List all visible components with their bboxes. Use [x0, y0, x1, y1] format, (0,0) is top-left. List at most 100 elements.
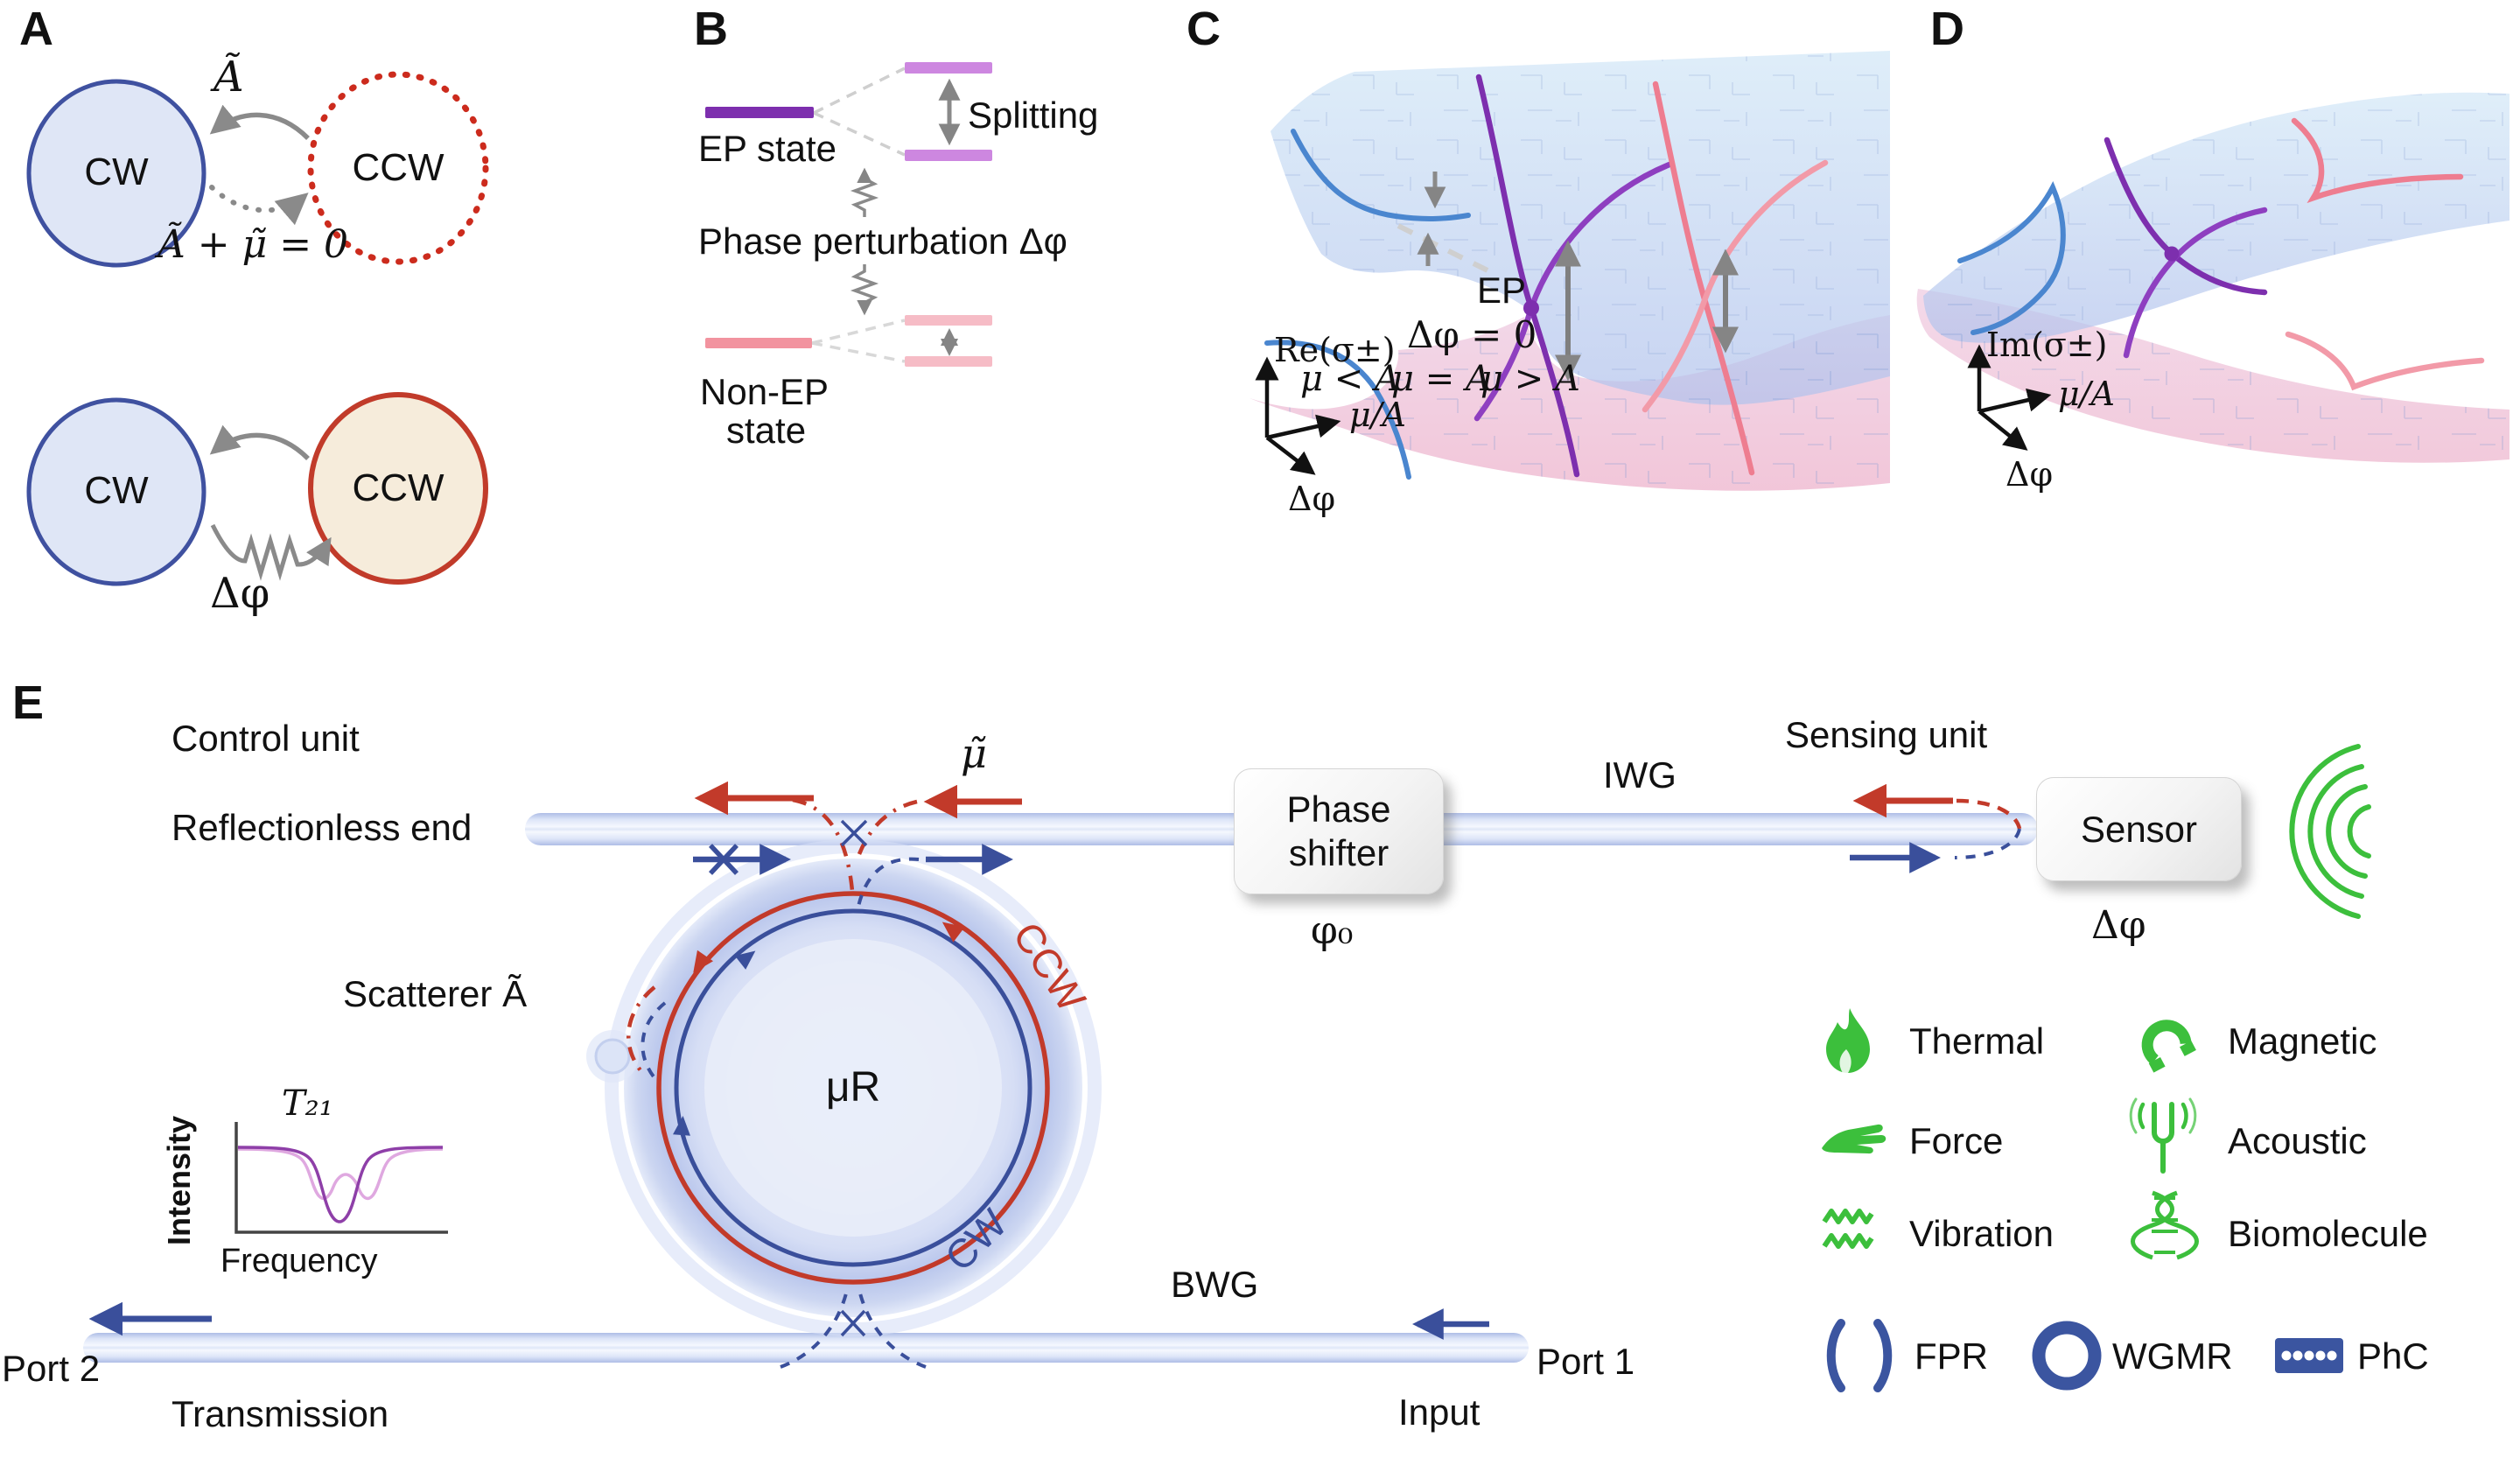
bus-waveguide: [83, 1333, 1529, 1363]
sensor-box: Sensor: [2036, 777, 2242, 881]
top-coupling-blue-dash: [856, 857, 920, 911]
no-transmission-cross-icon: [708, 844, 739, 875]
ep-split-lower-bar: [905, 150, 992, 161]
curve-blue-upper: [1291, 129, 1471, 221]
ccw-label-top: CCW: [352, 146, 444, 189]
legend-force-label: Force: [1909, 1120, 2004, 1161]
panel-d-graphics: [1916, 92, 2510, 463]
microring-label: μR: [825, 1064, 881, 1111]
ep-point: [1523, 300, 1539, 316]
phase-shifter-box: Phase shifter: [1234, 768, 1444, 894]
panel-c-label: C: [1186, 3, 1221, 55]
axis-mu-a-d: [1978, 388, 2052, 414]
curve-purple-2: [1474, 161, 1673, 422]
bwg-label: BWG: [1171, 1264, 1259, 1305]
panel-a-label: A: [19, 3, 53, 55]
control-unit-title: Control unit: [172, 718, 360, 759]
asymptote-dashed: [1396, 223, 1491, 274]
axis-mua-label-c: μ/A: [1349, 396, 1406, 434]
axis-dphi-label-d: Δφ: [2006, 455, 2054, 494]
mu-tilde-label: μ̃: [961, 730, 987, 777]
panel-c-graphics: [1250, 51, 1890, 491]
vibration-icon: [1822, 1209, 1874, 1249]
nonep-split-connectors: [811, 319, 906, 363]
ep-condition-label: Δφ = 0: [1407, 313, 1537, 356]
panel-b-label: B: [694, 3, 728, 55]
nonep-label-line2: state: [726, 410, 807, 451]
panel-b-graphics: [705, 62, 992, 367]
iwg-label: IWG: [1603, 754, 1676, 796]
curve-blue-d: [1957, 181, 2066, 335]
fpr-icon: [1826, 1319, 1893, 1392]
panel-d-label: D: [1930, 3, 1964, 55]
splitting-label: Splitting: [968, 95, 1099, 136]
sheet-pink-texture: [1250, 315, 1890, 491]
sensor-delta-phi-label: Δφ: [2091, 903, 2146, 948]
reflectionless-end-label: Reflectionless end: [172, 807, 472, 848]
uturn-red-dash: [1956, 798, 2022, 830]
perturbation-label: Phase perturbation Δφ: [698, 221, 1068, 262]
cw-label-bottom: CW: [84, 469, 149, 512]
curve-pink-d1: [2291, 117, 2464, 204]
coupling-a-label: Ã: [214, 53, 244, 102]
biomolecule-icon: [2131, 1190, 2199, 1260]
uturn-blue-dash: [1954, 828, 2021, 859]
cw-mode-circle-2: [26, 397, 206, 586]
backscattering-arrow: [209, 104, 310, 140]
port2-label: Port 2: [2, 1348, 101, 1389]
curve-pink-2: [1642, 159, 1829, 413]
sensing-unit-title: Sensing unit: [1785, 714, 1988, 755]
legend-vibration-label: Vibration: [1909, 1213, 2054, 1254]
transmission-label: Transmission: [172, 1393, 389, 1434]
ccw-arrowhead-1: [942, 922, 965, 943]
legend-biomolecule-label: Biomolecule: [2228, 1213, 2428, 1254]
bottom-coupling-blue-dash-right: [858, 1289, 927, 1369]
scatterer-red-dashes: [626, 985, 656, 1076]
magnetic-icon: [2141, 1020, 2196, 1073]
cw-arrowhead-2: [673, 1116, 690, 1136]
nonep-split-upper-bar: [905, 315, 992, 326]
cw-mode-circle: [26, 79, 206, 268]
inset-title: T₂₁: [282, 1083, 333, 1124]
ccw-wave-circle: [656, 891, 1050, 1285]
top-coupling-red-dash-left: [792, 797, 855, 892]
axis-re-label: Re(σ±): [1274, 331, 1396, 369]
balance-dotted-arrow: [209, 185, 309, 226]
axis-dphi-label-c: Δφ: [1288, 480, 1336, 518]
scatterer-particle: [594, 1038, 631, 1075]
ep-level-bar: [705, 107, 814, 118]
inset-single-dip-curve: [237, 1146, 444, 1223]
legend-thermal-label: Thermal: [1909, 1020, 2045, 1062]
inset-ylabel: Intensity: [161, 1115, 197, 1246]
phi-zero-label: φ₀: [1311, 908, 1354, 953]
regime-mu-gt-a: μ > A: [1480, 359, 1580, 399]
sheet-blue-d-texture: [1923, 92, 2510, 343]
cw-arrowhead-1: [734, 950, 756, 970]
port1-label: Port 1: [1536, 1341, 1635, 1382]
inset-axes: [234, 1122, 448, 1234]
delta-phi-label-a: Δφ: [210, 569, 270, 618]
legend-wgmr-label: WGMR: [2112, 1335, 2233, 1377]
nonep-split-lower-bar: [905, 356, 992, 367]
panel-a-graphics: [26, 71, 489, 586]
ccw-mode-filled-circle: [308, 392, 488, 585]
force-icon: [1822, 1124, 1886, 1154]
cw-label-top: CW: [84, 151, 149, 193]
nonep-label-line1: Non-EP: [700, 371, 830, 412]
ep-label-c: EP: [1477, 270, 1527, 311]
ccw-mode-dotted-circle: [307, 71, 489, 265]
panel-e-label: E: [12, 676, 45, 729]
ccw-arrowhead-2: [693, 950, 714, 973]
panel-e-graphics: [83, 744, 2371, 1392]
axis-dphi-d: [1978, 410, 2028, 451]
microring-core: [704, 939, 1002, 1237]
phase-spring-arrow: [210, 523, 332, 581]
regime-mu-lt-a: μ < A: [1300, 359, 1400, 399]
phase-shifter-label: Phase shifter: [1286, 789, 1391, 873]
ccw-label-bottom: CCW: [352, 466, 444, 509]
ep-split-upper-bar: [905, 62, 992, 74]
nonep-level-bar: [705, 338, 812, 348]
curve-pink-d2: [2285, 331, 2485, 391]
bottom-coupling-blue-dash-left: [780, 1289, 849, 1369]
